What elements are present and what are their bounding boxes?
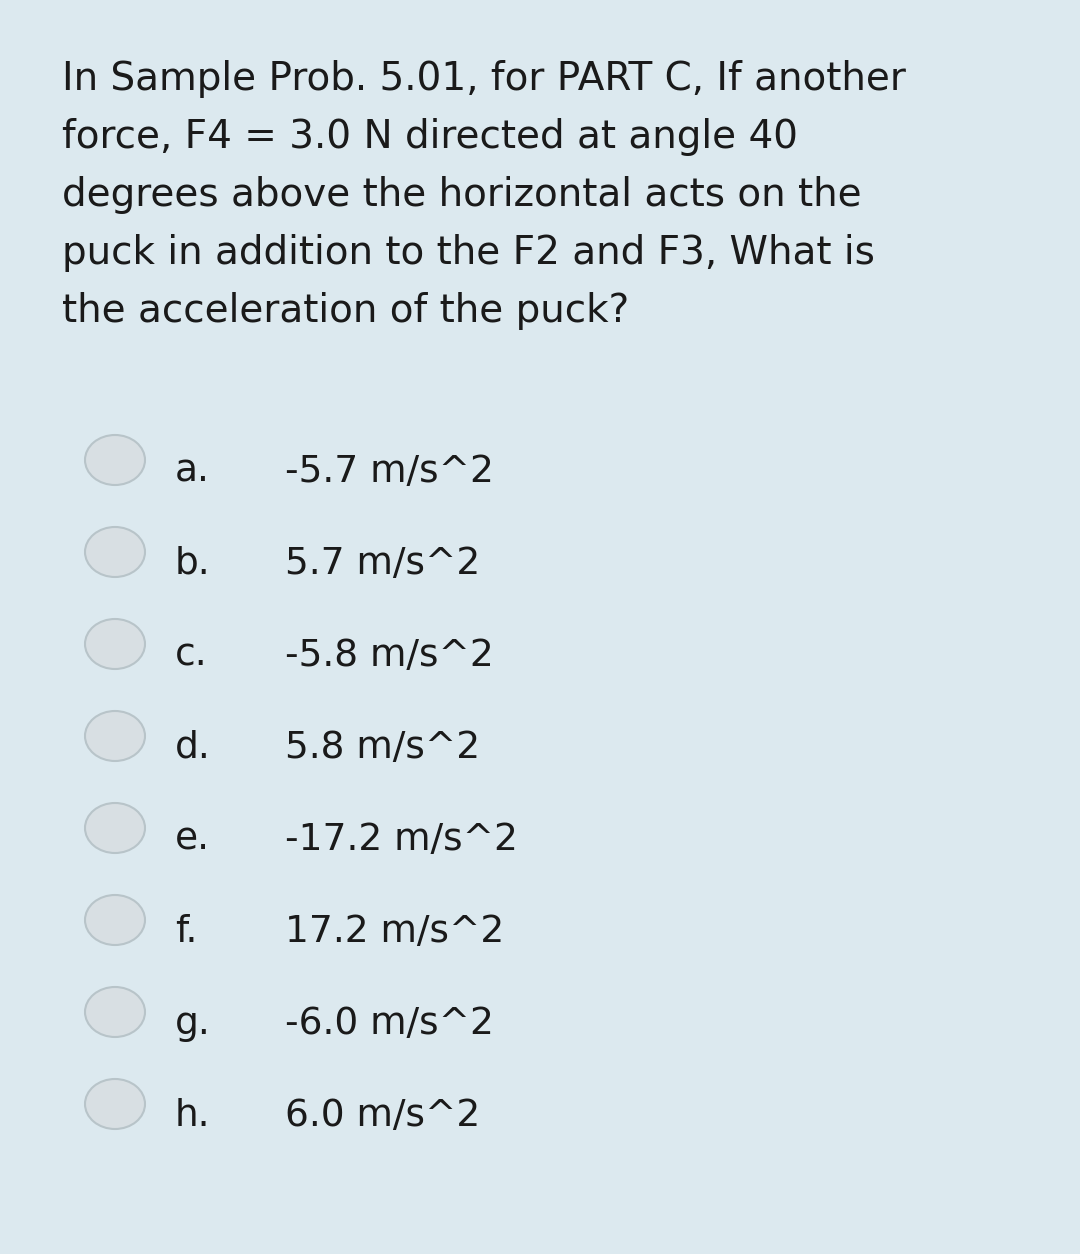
Text: f.: f. bbox=[175, 914, 198, 951]
Text: d.: d. bbox=[175, 730, 211, 766]
Text: a.: a. bbox=[175, 454, 210, 490]
Text: -5.8 m/s^2: -5.8 m/s^2 bbox=[285, 638, 494, 673]
Text: 5.8 m/s^2: 5.8 m/s^2 bbox=[285, 730, 481, 766]
Text: g.: g. bbox=[175, 1006, 211, 1042]
Text: the acceleration of the puck?: the acceleration of the puck? bbox=[62, 292, 630, 330]
Text: force, F4 = 3.0 N directed at angle 40: force, F4 = 3.0 N directed at angle 40 bbox=[62, 118, 798, 155]
Text: 6.0 m/s^2: 6.0 m/s^2 bbox=[285, 1099, 481, 1134]
Text: h.: h. bbox=[175, 1099, 211, 1134]
Text: -17.2 m/s^2: -17.2 m/s^2 bbox=[285, 823, 518, 858]
Ellipse shape bbox=[85, 987, 145, 1037]
Ellipse shape bbox=[85, 527, 145, 577]
Ellipse shape bbox=[85, 435, 145, 485]
Ellipse shape bbox=[85, 895, 145, 946]
Text: e.: e. bbox=[175, 823, 210, 858]
Text: 5.7 m/s^2: 5.7 m/s^2 bbox=[285, 545, 481, 582]
Text: 17.2 m/s^2: 17.2 m/s^2 bbox=[285, 914, 504, 951]
Text: -5.7 m/s^2: -5.7 m/s^2 bbox=[285, 454, 494, 490]
Ellipse shape bbox=[85, 711, 145, 761]
Text: puck in addition to the F2 and F3, What is: puck in addition to the F2 and F3, What … bbox=[62, 234, 875, 272]
Text: c.: c. bbox=[175, 638, 207, 673]
Ellipse shape bbox=[85, 803, 145, 853]
Ellipse shape bbox=[85, 619, 145, 668]
Text: degrees above the horizontal acts on the: degrees above the horizontal acts on the bbox=[62, 176, 862, 214]
Text: In Sample Prob. 5.01, for PART C, If another: In Sample Prob. 5.01, for PART C, If ano… bbox=[62, 60, 906, 98]
Text: b.: b. bbox=[175, 545, 211, 582]
Text: -6.0 m/s^2: -6.0 m/s^2 bbox=[285, 1006, 494, 1042]
Ellipse shape bbox=[85, 1078, 145, 1129]
